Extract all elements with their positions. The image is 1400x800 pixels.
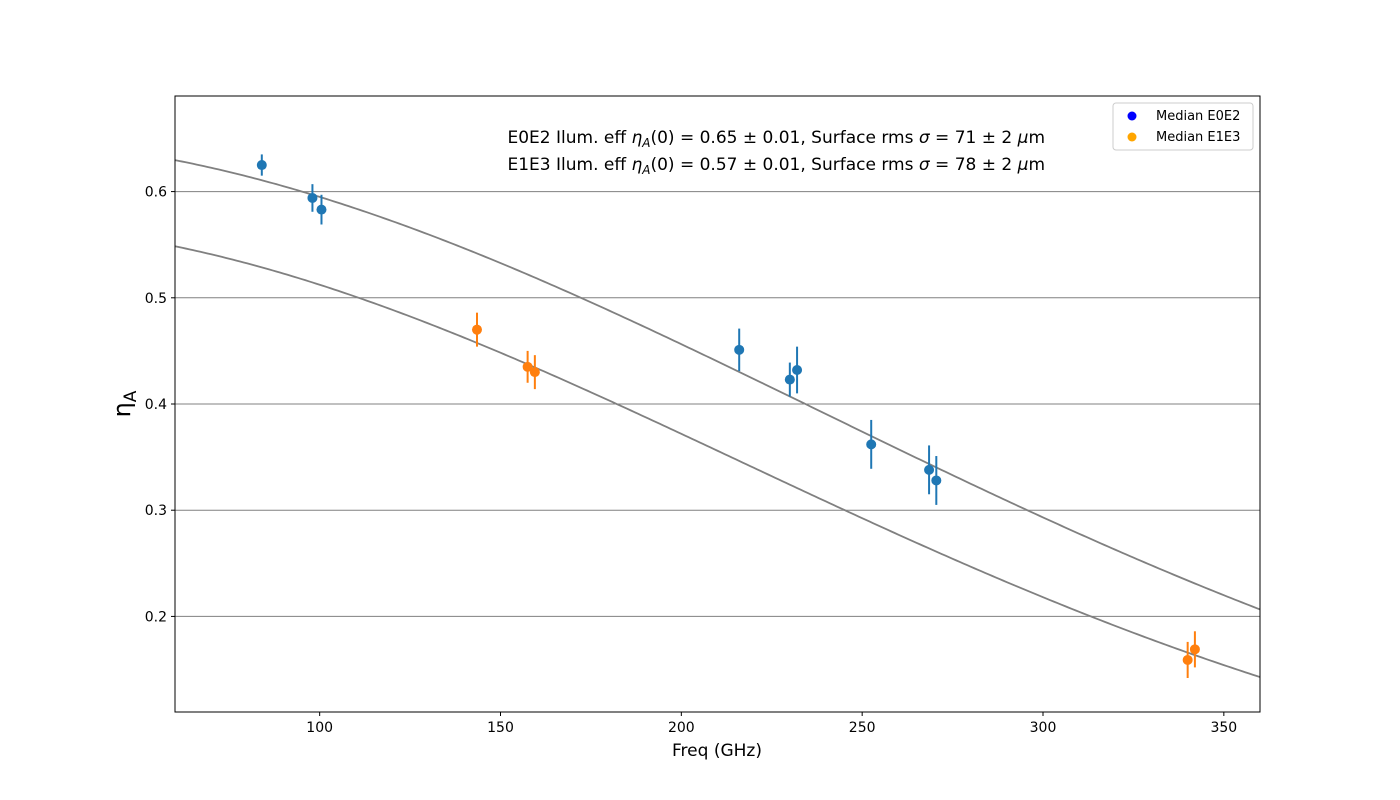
data-point [1189, 644, 1200, 655]
x-tick-label: 100 [306, 720, 333, 736]
data-point [924, 464, 935, 475]
data-point [522, 361, 533, 372]
fit-curve-0 [174, 159, 1261, 611]
data-point [529, 367, 540, 378]
annotation-e0e2: E0E2 Ilum. eff ηA(0) = 0.65 ± 0.01, Surf… [508, 128, 1046, 150]
y-tick-label: 0.3 [145, 503, 167, 519]
y-ticks: 0.2 0.3 0.4 0.5 0.6 [145, 185, 175, 625]
y-tick-label: 0.5 [145, 291, 167, 307]
grid-lines [175, 191, 1260, 617]
x-ticks: 100 150 200 250 300 350 [306, 712, 1237, 736]
data-point [931, 475, 942, 486]
data-points [256, 154, 1200, 679]
legend-label-e0e2: Median E0E2 [1156, 109, 1240, 124]
data-point [471, 324, 482, 335]
data-point [256, 160, 267, 171]
y-axis-label-main: η [108, 402, 136, 417]
fit-curve-1 [174, 245, 1261, 678]
data-point [1182, 654, 1193, 665]
x-tick-label: 300 [1030, 720, 1057, 736]
x-axis-label: Freq (GHz) [672, 741, 762, 761]
data-point [792, 365, 803, 376]
y-axis-label-sub: A [121, 390, 141, 402]
data-point [307, 192, 318, 203]
y-tick-label: 0.6 [145, 185, 167, 201]
x-tick-label: 350 [1210, 720, 1237, 736]
legend-label-e1e3: Median E1E3 [1156, 130, 1240, 145]
data-point [784, 374, 795, 385]
legend-marker-e1e3 [1127, 132, 1137, 142]
annotation-e1e3: E1E3 Ilum. eff ηA(0) = 0.57 ± 0.01, Surf… [508, 155, 1046, 177]
data-point [734, 344, 745, 355]
x-tick-label: 250 [849, 720, 876, 736]
data-point [866, 439, 877, 450]
data-point [316, 204, 327, 215]
y-tick-label: 0.4 [145, 397, 167, 413]
y-axis-label: ηA [108, 390, 141, 417]
x-tick-label: 150 [487, 720, 514, 736]
x-tick-label: 200 [668, 720, 695, 736]
legend-box [1112, 102, 1254, 151]
y-tick-label: 0.2 [145, 609, 167, 625]
fit-curves [174, 159, 1261, 678]
legend: Median E0E2 Median E1E3 [1112, 102, 1254, 151]
fit-annotations: E0E2 Ilum. eff ηA(0) = 0.65 ± 0.01, Surf… [508, 128, 1046, 177]
legend-marker-e0e2 [1127, 111, 1137, 121]
